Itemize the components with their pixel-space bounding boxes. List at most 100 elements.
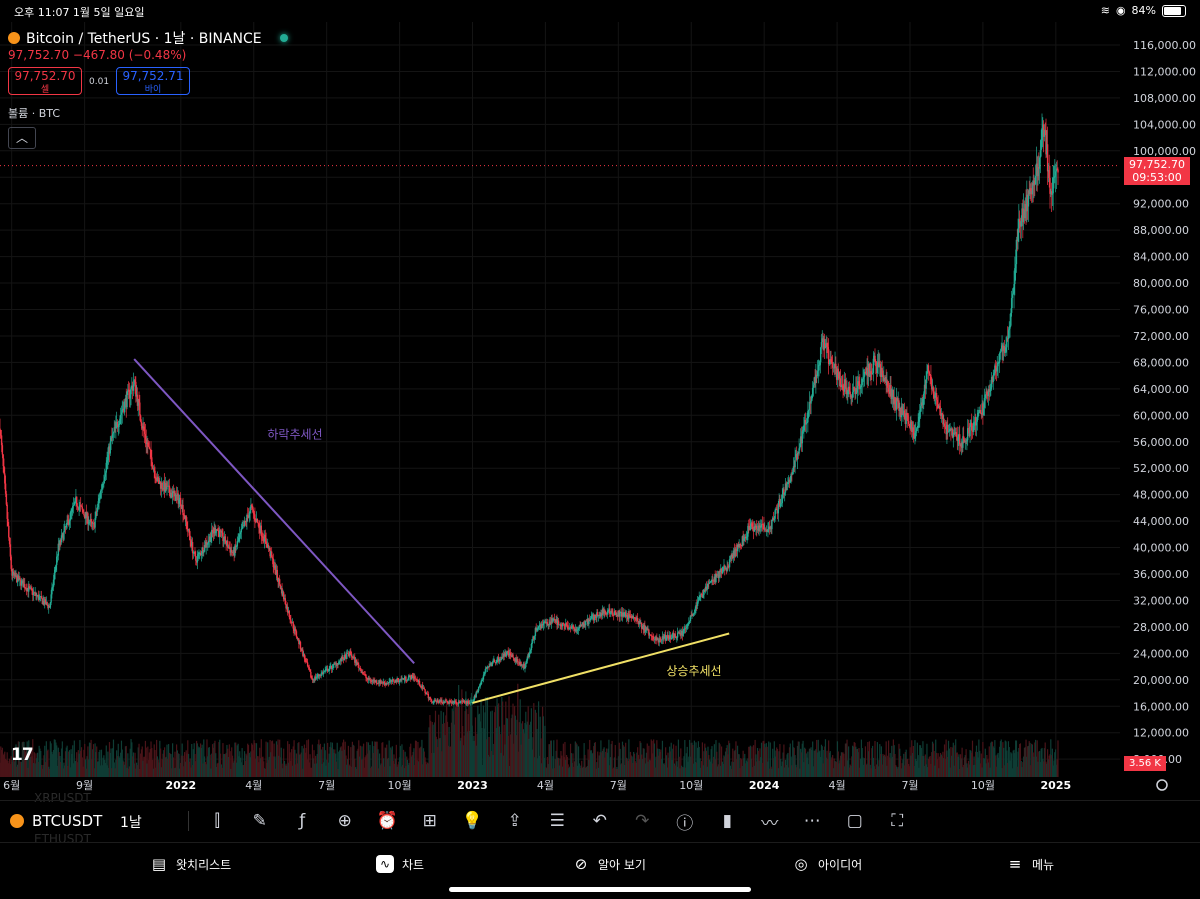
candle-body xyxy=(939,409,942,416)
notes-icon[interactable]: ☰ xyxy=(549,811,565,831)
candles-icon[interactable]: ⫿ xyxy=(214,811,220,831)
candle-body xyxy=(39,596,41,598)
square-icon[interactable]: ▢ xyxy=(846,811,863,831)
price-chart[interactable]: 116,000.00112,000.00108,000.00104,000.00… xyxy=(0,22,1200,800)
volume-bar xyxy=(504,744,506,777)
candle-body xyxy=(206,542,208,545)
volume-bar xyxy=(569,766,571,777)
volume-bar xyxy=(867,741,869,777)
share-icon[interactable]: ⇪ xyxy=(507,811,522,831)
volume-bar xyxy=(299,754,302,777)
candle-body xyxy=(680,630,683,636)
axis-settings-icon[interactable] xyxy=(1156,779,1168,791)
volume-bar xyxy=(815,749,817,777)
volume-bar xyxy=(547,764,549,777)
symbol-header[interactable]: Bitcoin / TetherUS · 1날 · BINANCE xyxy=(8,28,288,48)
bulb-icon[interactable]: 💡 xyxy=(461,811,483,831)
trend-icon[interactable]: 〰 xyxy=(761,813,779,834)
candle-body xyxy=(347,653,350,654)
candle-body xyxy=(634,617,636,620)
undo-icon[interactable]: ↶ xyxy=(592,811,607,831)
volume-bar xyxy=(974,764,976,777)
alarm-icon[interactable]: ⏰ xyxy=(376,811,398,831)
volume-bar xyxy=(10,756,12,777)
layout-grid-icon[interactable]: ⊞ xyxy=(422,811,437,831)
x-tick-label: 2022 xyxy=(166,779,197,792)
volume-bar xyxy=(113,762,115,777)
plus-circle-icon[interactable]: ⊕ xyxy=(337,811,352,831)
fx-icon[interactable]: ƒ xyxy=(299,811,306,831)
candle-body xyxy=(175,495,177,501)
candle-body xyxy=(219,530,221,537)
interval-button[interactable]: 1날 xyxy=(120,815,142,831)
candle-body xyxy=(716,574,719,576)
nav-chart[interactable]: ∿ 차트 xyxy=(376,855,424,873)
candle-body xyxy=(958,434,960,437)
nav-ideas[interactable]: ◎ 아이디어 xyxy=(792,855,862,873)
candle-body xyxy=(294,628,296,632)
fullscreen-icon[interactable]: ⛶ xyxy=(891,811,904,831)
candle-body xyxy=(115,421,118,423)
chevron-up-icon[interactable]: ︿ xyxy=(8,127,36,149)
volume-legend[interactable]: 볼륨 · BTC xyxy=(8,107,61,120)
candle-body xyxy=(257,522,259,524)
more-icon[interactable]: ⋯ xyxy=(803,811,821,831)
volume-bar xyxy=(677,766,679,777)
volume-bar xyxy=(381,742,383,777)
volume-bar xyxy=(235,742,237,777)
candle-body xyxy=(758,525,760,531)
volume-bar xyxy=(353,745,355,777)
candle-body xyxy=(243,520,246,527)
candle-body xyxy=(209,536,211,542)
volume-bar xyxy=(1024,747,1026,777)
candle-body xyxy=(441,703,444,704)
candle-body xyxy=(74,498,76,503)
toolbar-symbol[interactable]: BTCUSDT xyxy=(10,812,102,830)
volume-bar xyxy=(903,765,906,777)
nav-menu[interactable]: ≡ 메뉴 xyxy=(1006,855,1054,873)
candle-body xyxy=(974,417,977,426)
volume-bar xyxy=(809,748,811,777)
candle-body xyxy=(965,440,967,442)
volume-bar xyxy=(791,765,793,777)
candle-body xyxy=(297,638,299,640)
redo-icon[interactable]: ↷ xyxy=(635,811,650,831)
candle-body xyxy=(838,372,840,379)
pen-icon[interactable]: ✎ xyxy=(252,811,267,831)
uptrend-line xyxy=(472,632,730,704)
candle-body xyxy=(302,649,304,656)
candle-body xyxy=(587,618,589,624)
volume-bar xyxy=(814,750,816,777)
volume-bar xyxy=(191,743,193,777)
bars-icon[interactable]: ▮ xyxy=(722,811,732,831)
y-tick-label: 88,000.00 xyxy=(1133,224,1189,237)
volume-bar xyxy=(356,750,358,777)
candle-body xyxy=(548,624,550,625)
nav-explore[interactable]: ⊘ 알아 보기 xyxy=(572,855,646,873)
candle-body xyxy=(386,683,389,684)
volume-bar xyxy=(640,742,642,777)
candle-body xyxy=(921,402,923,406)
sell-button[interactable]: 97,752.70 셀 xyxy=(8,67,82,95)
y-tick-label: 104,000.00 xyxy=(1133,118,1196,131)
buy-button[interactable]: 97,752.71 바이 xyxy=(116,67,190,95)
candle-body xyxy=(177,493,179,504)
volume-bar xyxy=(481,728,483,777)
info-icon[interactable]: ⓘ xyxy=(676,813,694,834)
candle-body xyxy=(445,700,448,702)
volume-bar xyxy=(630,755,632,777)
volume-bar xyxy=(1029,742,1031,777)
volume-bar xyxy=(907,759,909,777)
candle-body xyxy=(449,700,451,702)
volume-bar xyxy=(162,753,164,777)
candle-body xyxy=(823,339,826,349)
candle-body xyxy=(690,615,692,617)
volume-bar xyxy=(798,741,800,777)
candle-body xyxy=(909,424,911,429)
volume-bar xyxy=(68,751,70,777)
volume-bar xyxy=(69,767,71,777)
volume-bar xyxy=(20,762,22,777)
volume-bar xyxy=(463,735,465,777)
nav-watchlist[interactable]: ▤ 왓치리스트 xyxy=(150,855,231,873)
volume-bar xyxy=(685,753,688,777)
